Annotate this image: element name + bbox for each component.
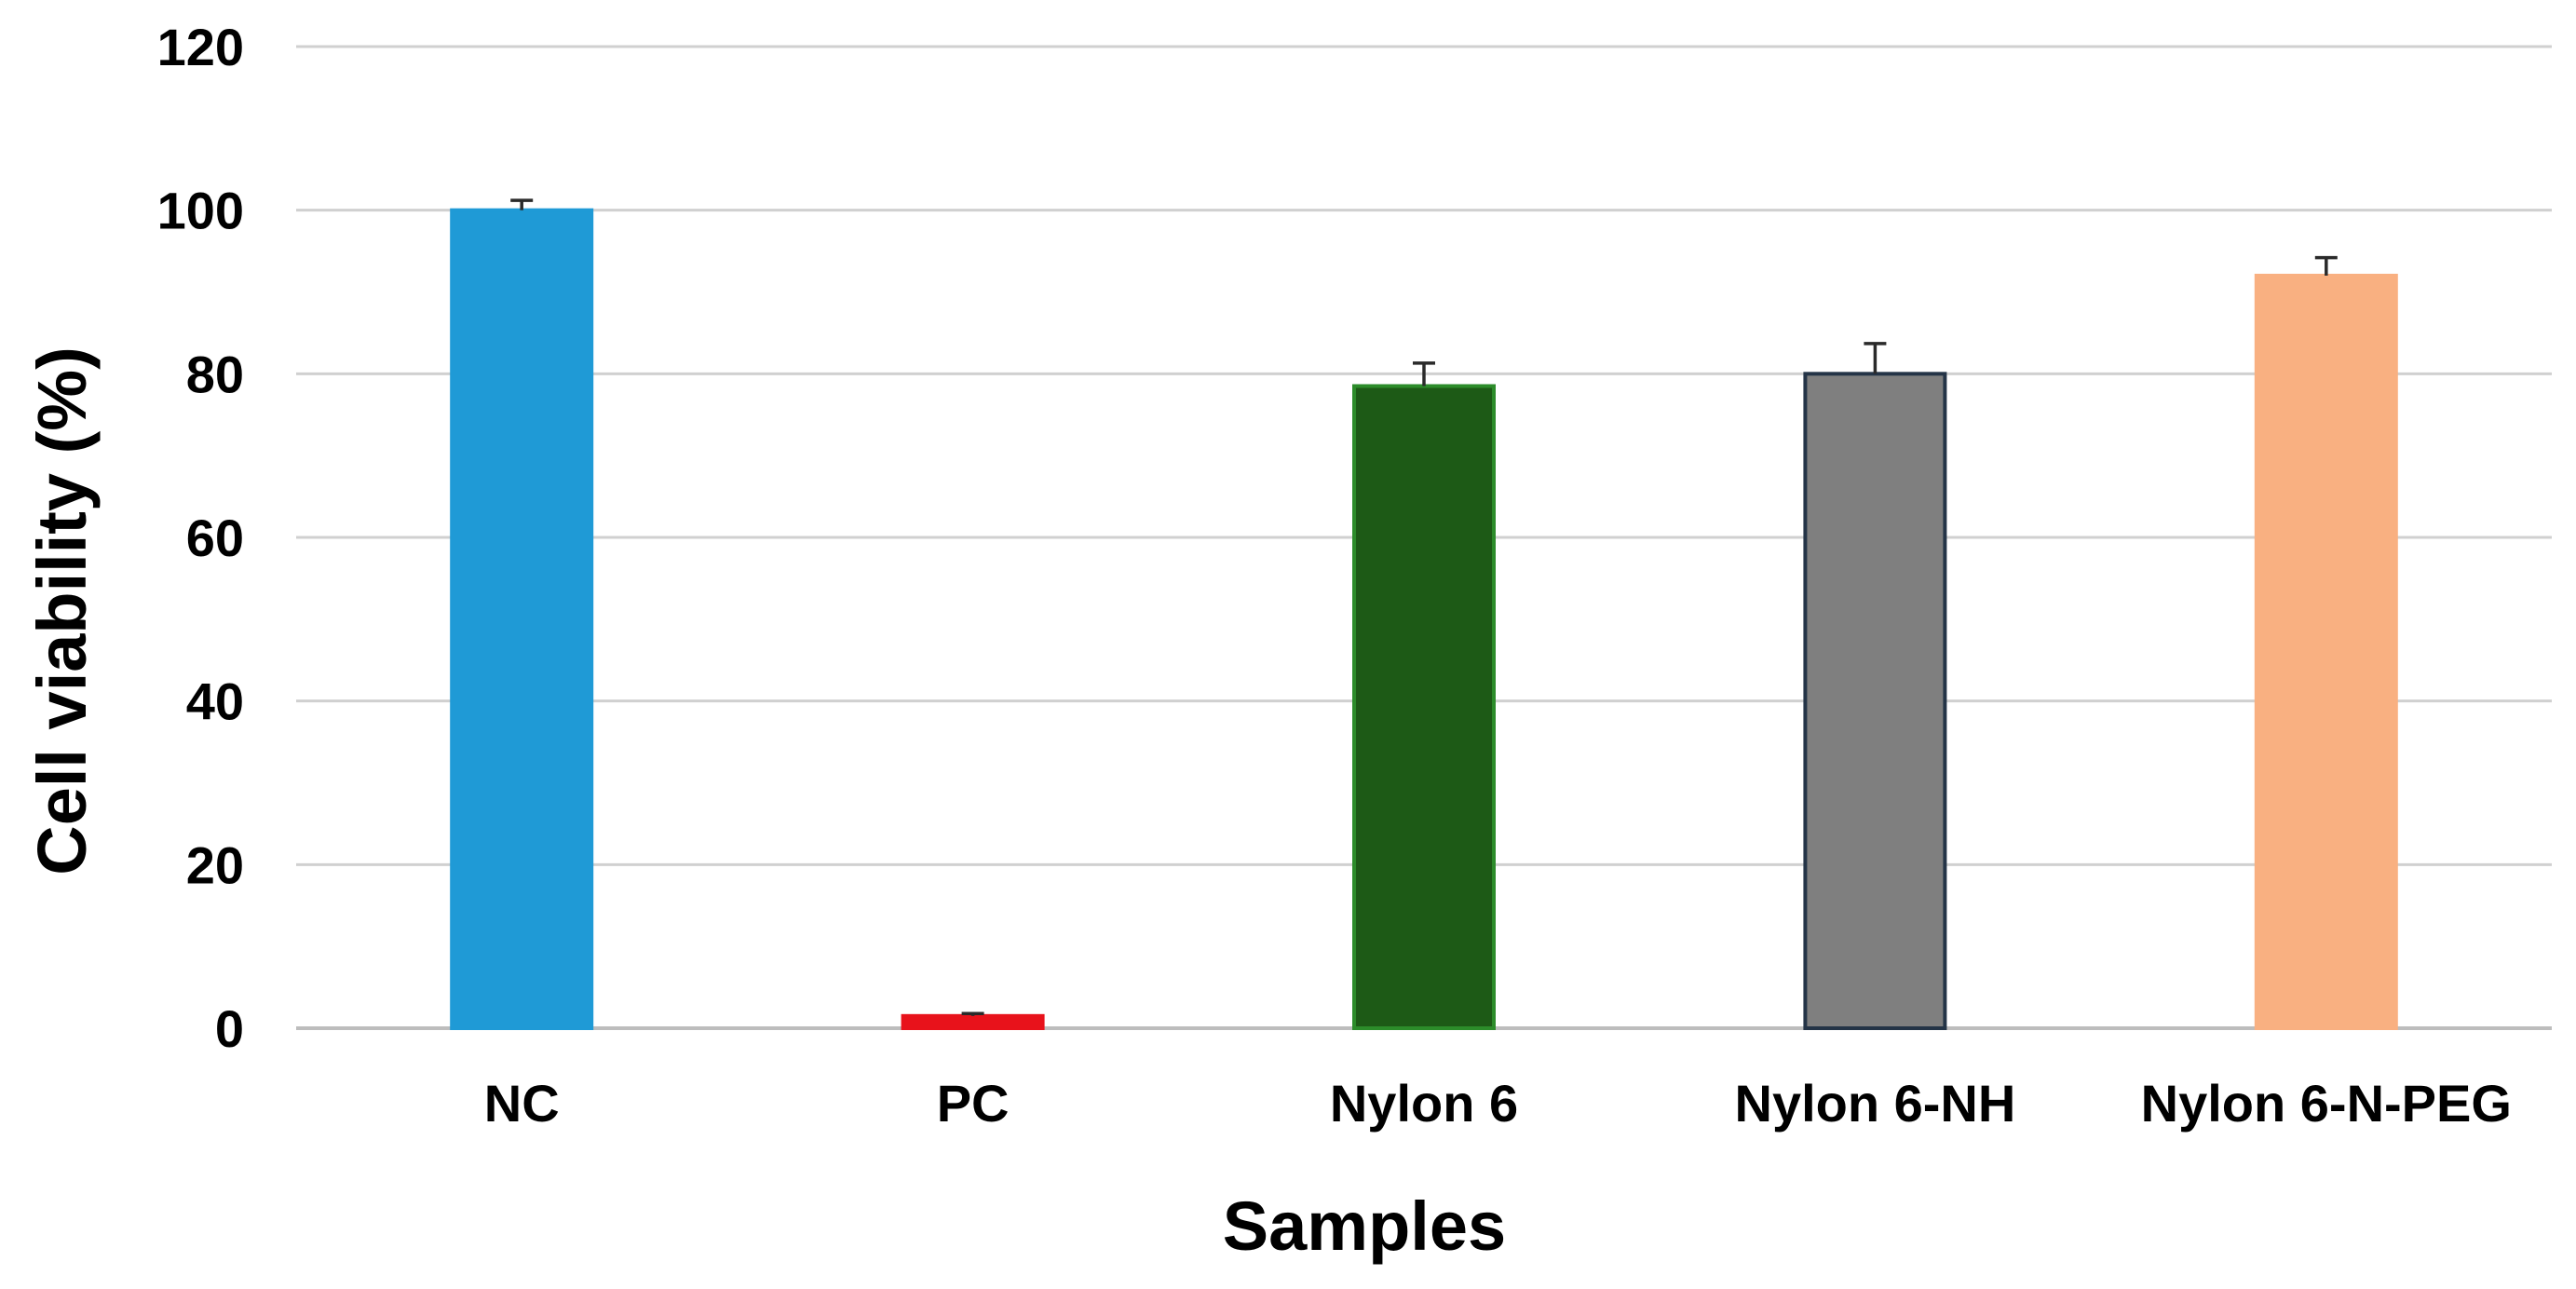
x-axis-title: Samples: [1223, 1187, 1506, 1265]
bar-nc: [450, 208, 594, 1030]
error-bar-nylon-6-n-peg: [2314, 255, 2338, 276]
x-tick-label: Nylon 6: [1330, 1074, 1518, 1133]
bar-pc: [901, 1013, 1045, 1030]
bar-nylon-6-n-peg: [2254, 273, 2398, 1030]
bars: [450, 208, 2398, 1031]
error-bar-nylon-6: [1413, 361, 1435, 387]
error-bar-nylon-6-nh: [1864, 342, 1887, 374]
bar-nylon-6-nh: [1803, 372, 1947, 1031]
x-tick-label: Nylon 6-N-PEG: [2141, 1074, 2512, 1133]
error-bar-nc: [510, 198, 534, 210]
x-axis-ticks: NC PC Nylon 6 Nylon 6-NH Nylon 6-N-PEG: [484, 1074, 2512, 1133]
y-axis-title: Cell viability (%): [23, 346, 101, 875]
y-tick-label: 60: [186, 509, 244, 567]
x-tick-label: PC: [937, 1074, 1010, 1133]
x-tick-label: Nylon 6-NH: [1735, 1074, 2016, 1133]
y-tick-label: 80: [186, 345, 244, 403]
y-tick-label: 20: [186, 835, 244, 894]
y-axis-ticks: 0 20 40 60 80 100 120: [157, 18, 244, 1058]
y-tick-label: 120: [157, 18, 244, 76]
y-tick-label: 40: [186, 672, 244, 731]
y-tick-label: 100: [157, 182, 244, 240]
error-bars: [510, 198, 2338, 1016]
y-tick-label: 0: [215, 999, 244, 1058]
error-bar-pc: [961, 1011, 984, 1016]
bar-nylon-6: [1352, 384, 1496, 1030]
x-tick-label: NC: [484, 1074, 560, 1133]
